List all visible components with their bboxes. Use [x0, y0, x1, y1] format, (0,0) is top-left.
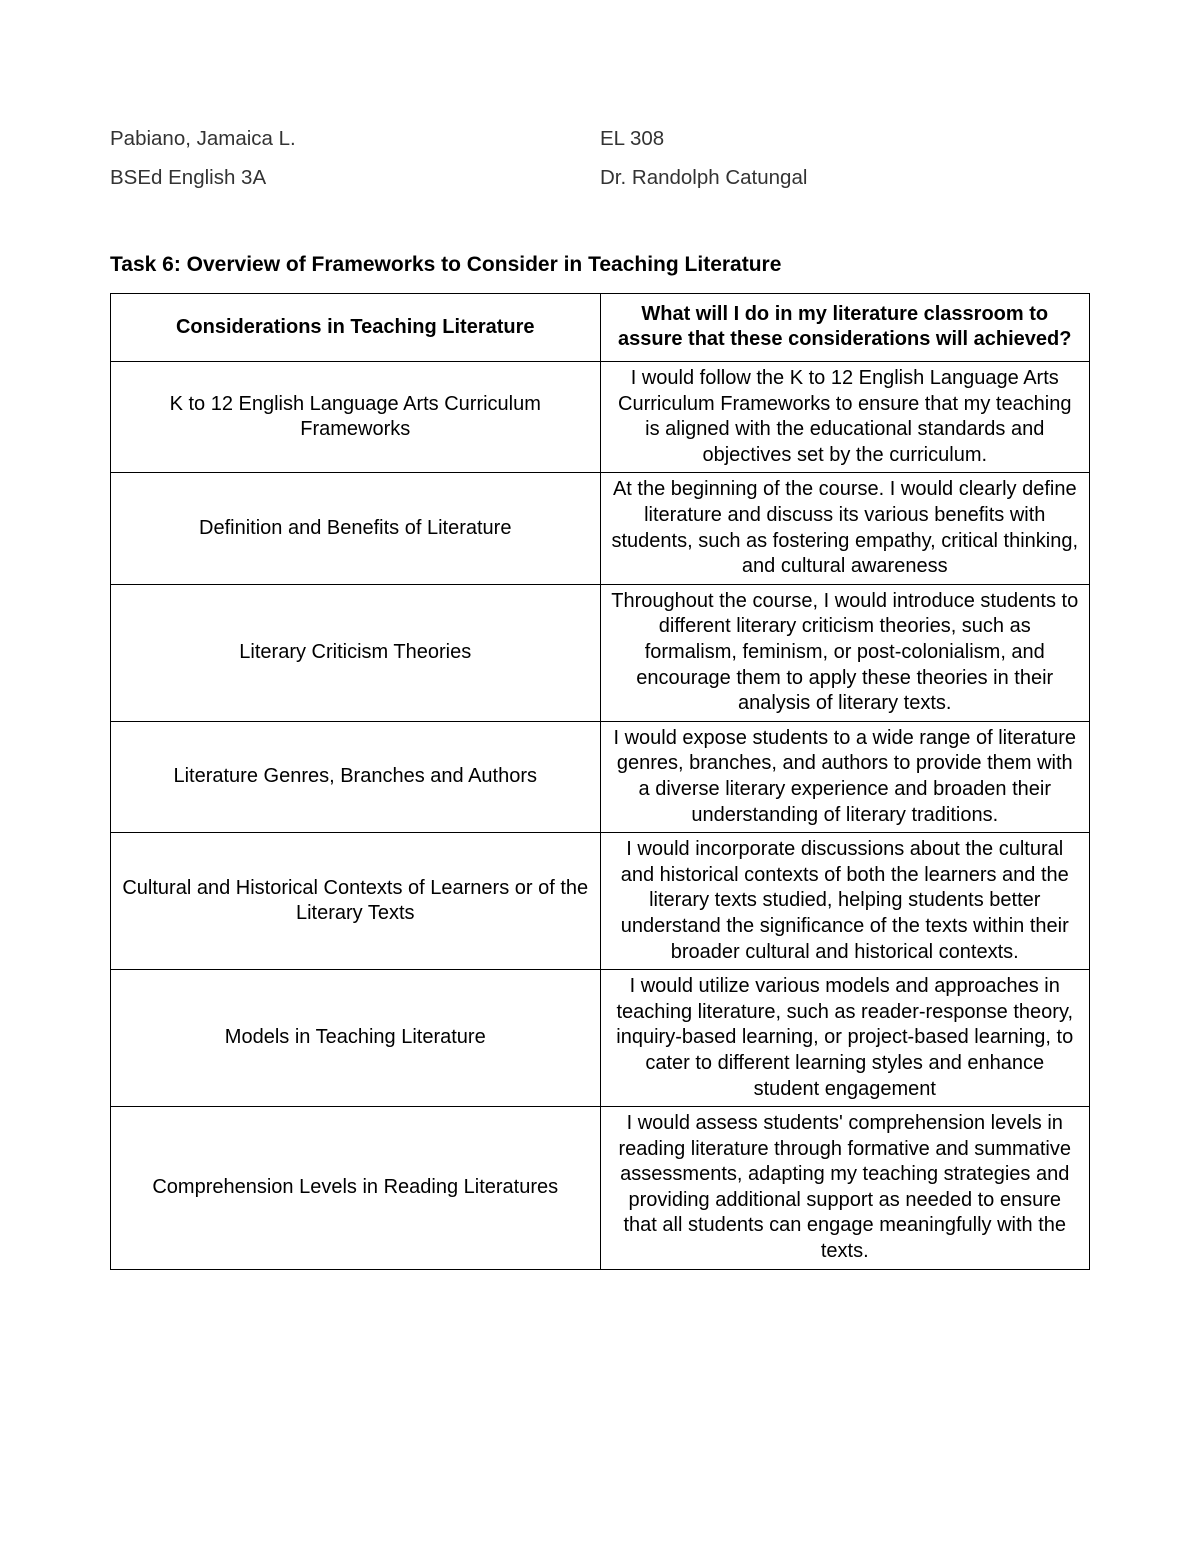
- action-cell: I would assess students' comprehension l…: [600, 1107, 1090, 1270]
- document-header: Pabiano, Jamaica L. BSEd English 3A EL 3…: [110, 120, 1090, 198]
- instructor-name: Dr. Randolph Catungal: [600, 159, 1090, 198]
- consideration-cell: Literature Genres, Branches and Authors: [111, 721, 601, 832]
- table-row: K to 12 English Language Arts Curriculum…: [111, 362, 1090, 473]
- column-header-consideration: Considerations in Teaching Literature: [111, 293, 601, 361]
- consideration-cell: Cultural and Historical Contexts of Lear…: [111, 833, 601, 970]
- header-left-column: Pabiano, Jamaica L. BSEd English 3A: [110, 120, 600, 198]
- program-section: BSEd English 3A: [110, 159, 600, 198]
- table-row: Comprehension Levels in Reading Literatu…: [111, 1107, 1090, 1270]
- table-row: Literary Criticism Theories Throughout t…: [111, 584, 1090, 721]
- course-code: EL 308: [600, 120, 1090, 159]
- action-cell: I would follow the K to 12 English Langu…: [600, 362, 1090, 473]
- action-cell: At the beginning of the course. I would …: [600, 473, 1090, 584]
- header-right-column: EL 308 Dr. Randolph Catungal: [600, 120, 1090, 198]
- table-row: Models in Teaching Literature I would ut…: [111, 970, 1090, 1107]
- table-row: Cultural and Historical Contexts of Lear…: [111, 833, 1090, 970]
- action-cell: I would incorporate discussions about th…: [600, 833, 1090, 970]
- column-header-action: What will I do in my literature classroo…: [600, 293, 1090, 361]
- action-cell: Throughout the course, I would introduce…: [600, 584, 1090, 721]
- consideration-cell: K to 12 English Language Arts Curriculum…: [111, 362, 601, 473]
- consideration-cell: Comprehension Levels in Reading Literatu…: [111, 1107, 601, 1270]
- table-row: Literature Genres, Branches and Authors …: [111, 721, 1090, 832]
- frameworks-table: Considerations in Teaching Literature Wh…: [110, 293, 1090, 1270]
- task-title: Task 6: Overview of Frameworks to Consid…: [110, 253, 1090, 277]
- consideration-cell: Models in Teaching Literature: [111, 970, 601, 1107]
- action-cell: I would expose students to a wide range …: [600, 721, 1090, 832]
- student-name: Pabiano, Jamaica L.: [110, 120, 600, 159]
- table-header-row: Considerations in Teaching Literature Wh…: [111, 293, 1090, 361]
- consideration-cell: Literary Criticism Theories: [111, 584, 601, 721]
- document-page: Pabiano, Jamaica L. BSEd English 3A EL 3…: [0, 0, 1200, 1553]
- consideration-cell: Definition and Benefits of Literature: [111, 473, 601, 584]
- action-cell: I would utilize various models and appro…: [600, 970, 1090, 1107]
- table-row: Definition and Benefits of Literature At…: [111, 473, 1090, 584]
